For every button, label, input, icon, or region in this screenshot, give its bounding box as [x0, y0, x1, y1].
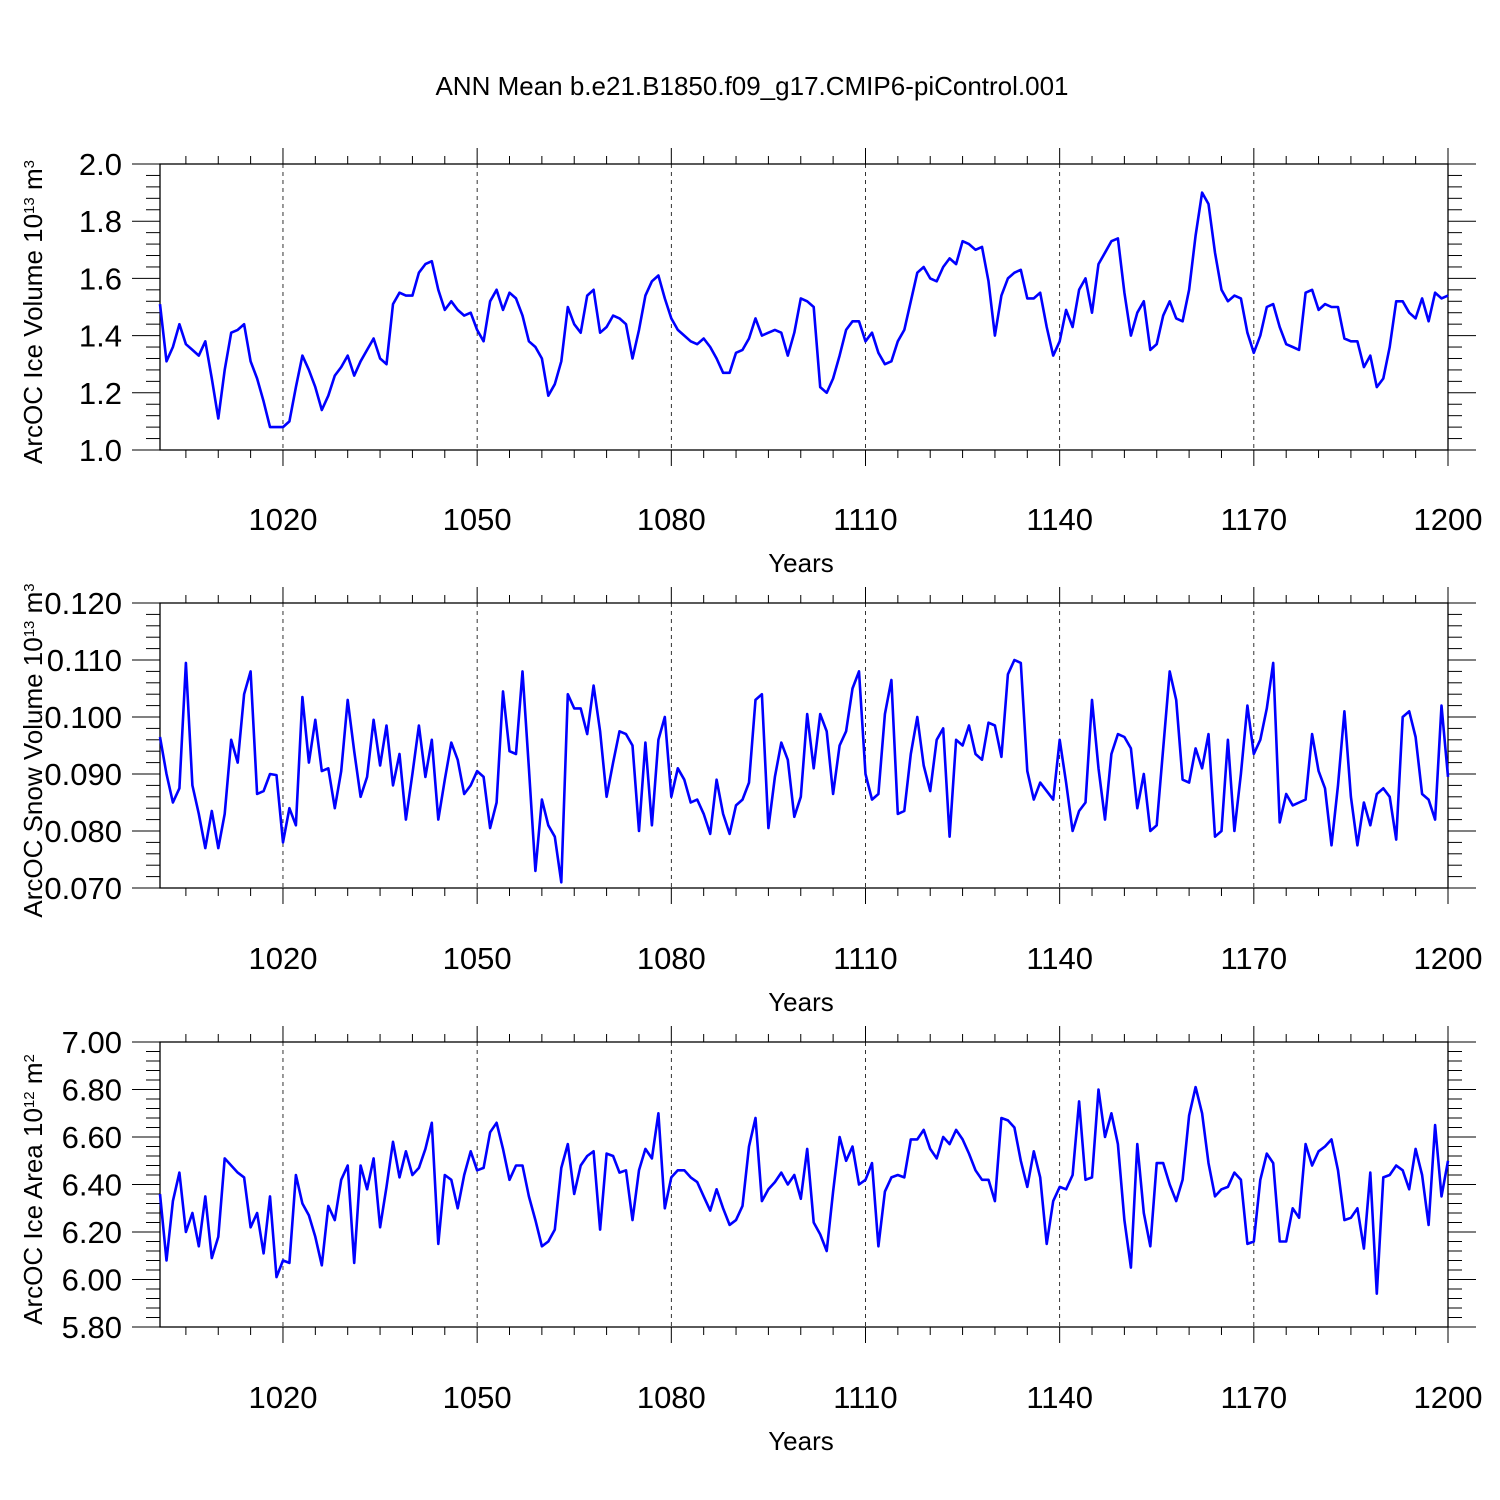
ice-volume-xtick-label: 1140	[1026, 502, 1093, 537]
ice-volume-ytick-label: 1.8	[79, 204, 122, 239]
ice-area-x-axis-title: Years	[768, 1426, 834, 1456]
chart-title: ANN Mean b.e21.B1850.f09_g17.CMIP6-piCon…	[435, 71, 1068, 101]
snow-volume-ytick-label: 0.080	[44, 814, 122, 849]
snow-volume-xtick-label: 1170	[1220, 941, 1287, 976]
ice-area-xtick-label: 1110	[833, 1380, 897, 1415]
ice-area-xtick-label: 1020	[248, 1380, 317, 1415]
ice-volume-xtick-label: 1020	[248, 502, 317, 537]
snow-volume-xtick-label: 1050	[443, 941, 512, 976]
snow-volume-xtick-label: 1110	[833, 941, 897, 976]
snow-volume-xtick-label: 1140	[1026, 941, 1093, 976]
ice-area-plot-frame	[159, 1041, 1449, 1328]
ice-area-y-axis-title: ArcOC Ice Area 1012 m2	[18, 1054, 48, 1325]
snow-volume-y-axis-title: ArcOC Snow Volume 1013 m3	[18, 583, 48, 917]
ice-volume-xtick-label: 1050	[443, 502, 512, 537]
panel-snow-volume: 0.070 0.080 0.090 0.100 0.110 0.120 1020 1050 10…	[18, 583, 1482, 1017]
snow-volume-ytick-label: 0.100	[44, 700, 122, 735]
ice-volume-x-axis-title: Years	[768, 548, 834, 578]
ice-volume-y-axis-title: ArcOC Ice Volume 1013 m3	[18, 160, 48, 464]
snow-volume-ytick-label: 0.120	[44, 586, 122, 621]
ice-area-ytick-label: 6.00	[62, 1263, 122, 1298]
ice-area-xtick-label: 1140	[1026, 1380, 1093, 1415]
ice-area-xtick-label: 1170	[1220, 1380, 1287, 1415]
snow-volume-ytick-label: 0.110	[47, 643, 122, 678]
snow-volume-plot-frame	[159, 602, 1449, 889]
ice-area-ytick-label: 6.80	[62, 1073, 122, 1108]
ice-volume-ytick-label: 2.0	[79, 147, 122, 182]
ice-volume-xtick-label: 1110	[833, 502, 897, 537]
snow-volume-x-axis-title: Years	[768, 987, 834, 1017]
ice-area-xtick-label: 1080	[637, 1380, 706, 1415]
ice-area-series-line	[158, 1085, 1450, 1295]
ice-area-xtick-label: 1050	[443, 1380, 512, 1415]
snow-volume-xtick-label: 1200	[1414, 941, 1483, 976]
panel-ice-area: 5.80 6.00 6.20 6.40 6.60 6.80 7.00 1020 1050 1080…	[18, 1025, 1482, 1456]
ice-volume-ytick-label: 1.6	[79, 261, 122, 296]
snow-volume-ytick-label: 0.070	[44, 871, 122, 906]
ice-volume-xtick-label: 1080	[637, 502, 706, 537]
ice-volume-ytick-label: 1.2	[79, 376, 122, 411]
snow-volume-ytick-label: 0.090	[44, 757, 122, 792]
panel-ice-volume: 1.0 1.2 1.4 1.6 1.8 2.0 1020 1050 1080 1110 1140 11…	[18, 147, 1482, 578]
snow-volume-series-line	[158, 658, 1450, 884]
ice-area-ytick-label: 6.40	[62, 1168, 122, 1203]
snow-volume-xtick-label: 1080	[637, 941, 706, 976]
ice-volume-ytick-label: 1.4	[79, 319, 122, 354]
ice-volume-xtick-label: 1170	[1220, 502, 1287, 537]
ice-area-ytick-label: 5.80	[62, 1310, 122, 1345]
ice-volume-xtick-label: 1200	[1414, 502, 1483, 537]
ice-area-ytick-label: 7.00	[62, 1025, 122, 1060]
ice-area-xtick-label: 1200	[1414, 1380, 1483, 1415]
ice-volume-ytick-label: 1.0	[79, 433, 122, 468]
ice-area-ytick-label: 6.60	[62, 1120, 122, 1155]
snow-volume-xtick-label: 1020	[248, 941, 317, 976]
ice-volume-series-line	[158, 191, 1449, 429]
ice-area-ytick-label: 6.20	[62, 1215, 122, 1250]
